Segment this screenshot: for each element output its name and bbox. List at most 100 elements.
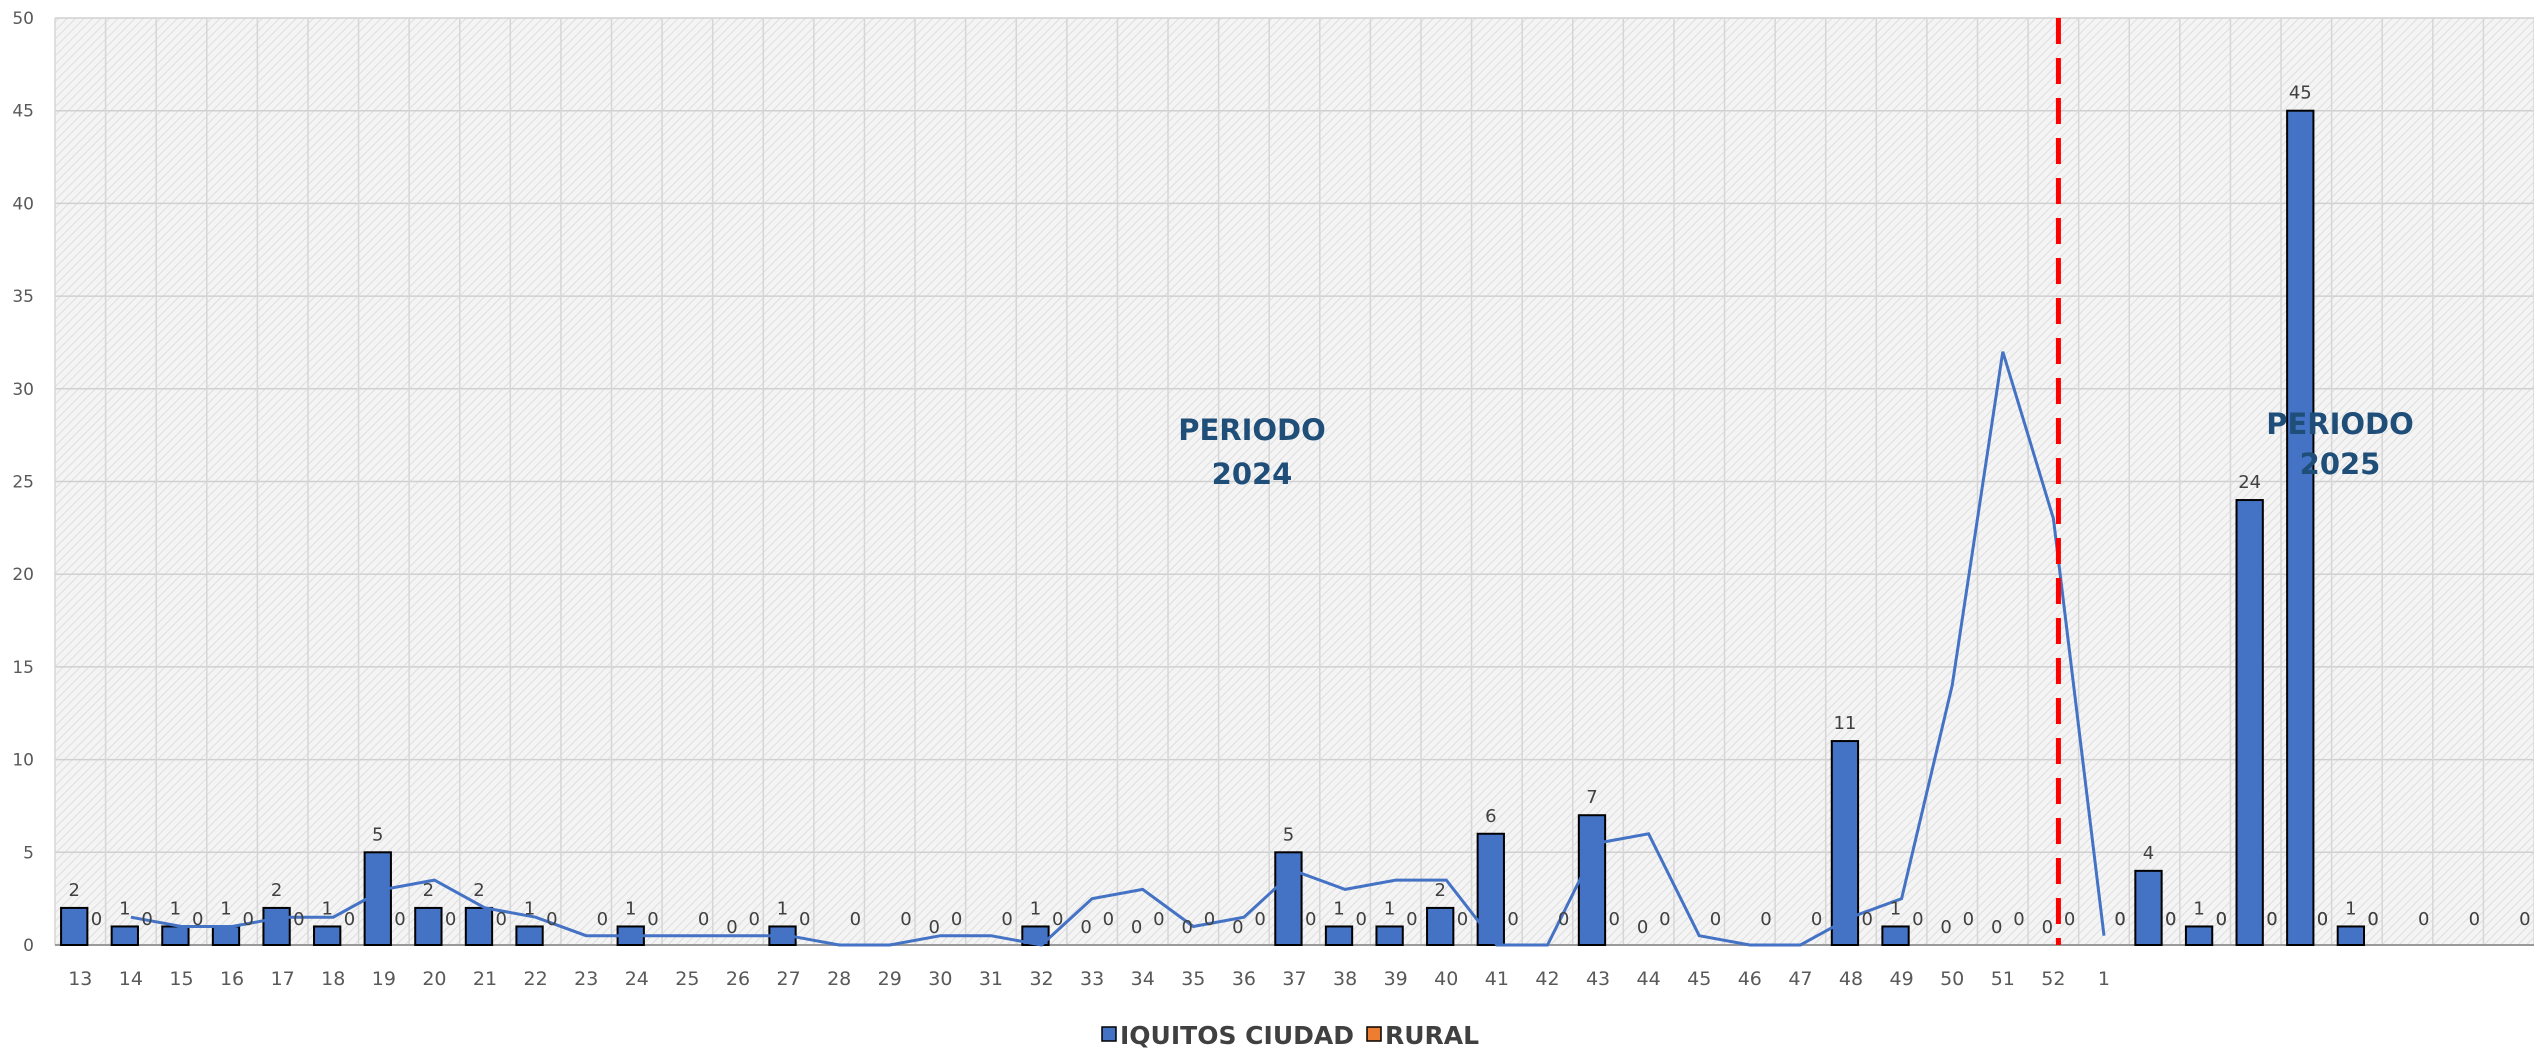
bar-iquitos: [414, 906, 443, 946]
x-tick-label: 28: [827, 968, 851, 990]
bar-iquitos: [2184, 925, 2214, 947]
data-label-iquitos: 1: [2193, 898, 2204, 919]
x-axis: 13 14 15 16 17 18 19 20 21 22 23 24 25 26 27 28 29 30 31 32…: [68, 968, 2110, 990]
y-axis: 0 5 10 15 20 25 30 35 40 45 50: [12, 9, 34, 956]
data-label-rural: 0: [2266, 909, 2277, 930]
x-tick-label: 42: [1535, 968, 1559, 990]
data-label-iquitos: 24: [2238, 472, 2261, 493]
x-tick-label: 17: [271, 968, 295, 990]
data-label-rural: 0: [698, 909, 709, 930]
data-label-iquitos: 2: [271, 880, 282, 901]
data-label-iquitos: 1: [321, 898, 332, 919]
x-tick-label: 22: [524, 968, 548, 990]
legend-swatch-rural: [1366, 1026, 1382, 1042]
bar-iquitos: [313, 925, 342, 947]
data-label-rural: 0: [850, 909, 861, 930]
data-label-rural: 0: [344, 909, 355, 930]
x-tick-label: 18: [321, 968, 345, 990]
bar-iquitos: [2336, 925, 2366, 947]
x-tick-label: 21: [473, 968, 497, 990]
x-tick-label: 47: [1788, 968, 1812, 990]
data-label-rural: 0: [1052, 909, 1063, 930]
trendline-path: [130, 351, 2106, 947]
x-tick-label: 1: [2098, 968, 2110, 990]
data-label-rural: 0: [1760, 909, 1771, 930]
data-label-iquitos: 4: [2143, 843, 2154, 864]
data-label-rural: 0: [141, 909, 152, 930]
data-label-rural: 0: [2114, 909, 2125, 930]
x-tick-label: 15: [169, 968, 193, 990]
y-tick-label: 50: [12, 9, 34, 29]
period-2025-label: PERIODO: [2266, 407, 2414, 441]
y-tick-label: 0: [23, 936, 34, 956]
x-tick-label: 51: [1991, 968, 2015, 990]
y-tick-label: 5: [23, 843, 34, 863]
period-2024-label: PERIODO: [1178, 413, 1326, 447]
x-tick-label: 43: [1586, 968, 1610, 990]
bar-iquitos: [2134, 869, 2163, 947]
data-label-iquitos: 1: [1384, 898, 1395, 919]
bar-iquitos: [110, 925, 139, 947]
data-label-iquitos: 11: [1833, 713, 1856, 734]
bar-iquitos: [1476, 832, 1505, 947]
data-label-rural: 0: [1861, 909, 1872, 930]
bar-iquitos: [2235, 499, 2264, 946]
data-label-iquitos: 1: [119, 898, 130, 919]
data-label-rural: 0: [394, 909, 405, 930]
data-label-rural: 0: [1406, 909, 1417, 930]
x-tick-label: 25: [675, 968, 699, 990]
data-label-rural: 0: [647, 909, 658, 930]
x-tick-label: 26: [726, 968, 750, 990]
data-label-rural: 0: [192, 909, 203, 930]
x-tick-label: 31: [979, 968, 1003, 990]
data-label-rural: 0: [2317, 909, 2328, 930]
bar-iquitos: [363, 851, 392, 946]
bar-iquitos: [60, 906, 89, 946]
bar-iquitos: [515, 925, 544, 947]
data-label-iquitos: 0: [1080, 917, 1091, 938]
x-tick-label: 39: [1384, 968, 1408, 990]
data-label-rural: 0: [243, 909, 254, 930]
x-tick-label: 19: [372, 968, 396, 990]
data-label-iquitos: 0: [1637, 917, 1648, 938]
x-tick-label: 50: [1940, 968, 1964, 990]
x-tick-label: 29: [878, 968, 902, 990]
data-label-rural: 0: [799, 909, 810, 930]
data-label-rural: 0: [1356, 909, 1367, 930]
data-label-iquitos: 45: [2289, 83, 2312, 104]
legend-label-iquitos: IQUITOS CIUDAD: [1120, 1021, 1354, 1050]
x-tick-label: 24: [625, 968, 649, 990]
x-tick-label: 38: [1333, 968, 1357, 990]
legend-swatch-iquitos: [1101, 1026, 1117, 1042]
x-tick-label: 45: [1687, 968, 1711, 990]
data-label-iquitos: 1: [220, 898, 231, 919]
data-label-rural: 0: [293, 909, 304, 930]
data-label-rural: 0: [2114, 909, 2125, 930]
period-2025-year: 2025: [2300, 447, 2381, 481]
data-label-iquitos: 1: [777, 898, 788, 919]
bar-iquitos: [1426, 906, 1455, 946]
x-tick-label: 16: [220, 968, 244, 990]
x-tick-label: 34: [1131, 968, 1155, 990]
x-tick-label: 37: [1282, 968, 1306, 990]
data-label-iquitos: 1: [625, 898, 636, 919]
y-tick-label: 40: [12, 194, 34, 214]
gridlines: [54, 17, 2534, 946]
data-label-rural: 0: [1963, 909, 1974, 930]
x-tick-label: 49: [1890, 968, 1914, 990]
data-label-iquitos: 1: [1030, 898, 1041, 919]
data-label-iquitos: 2: [473, 880, 484, 901]
x-tick-label: 33: [1080, 968, 1104, 990]
legend-label-rural: RURAL: [1385, 1021, 1479, 1050]
data-label-rural: 0: [2367, 909, 2378, 930]
x-tick-label: 46: [1738, 968, 1762, 990]
data-label-iquitos: 1: [1333, 898, 1344, 919]
bars: [60, 109, 2366, 947]
bar-iquitos: [1830, 740, 1860, 946]
data-label-rural: 0: [546, 909, 557, 930]
data-label-rural: 0: [1153, 909, 1164, 930]
data-label-iquitos: 2: [423, 880, 434, 901]
data-label-iquitos: 1: [524, 898, 535, 919]
